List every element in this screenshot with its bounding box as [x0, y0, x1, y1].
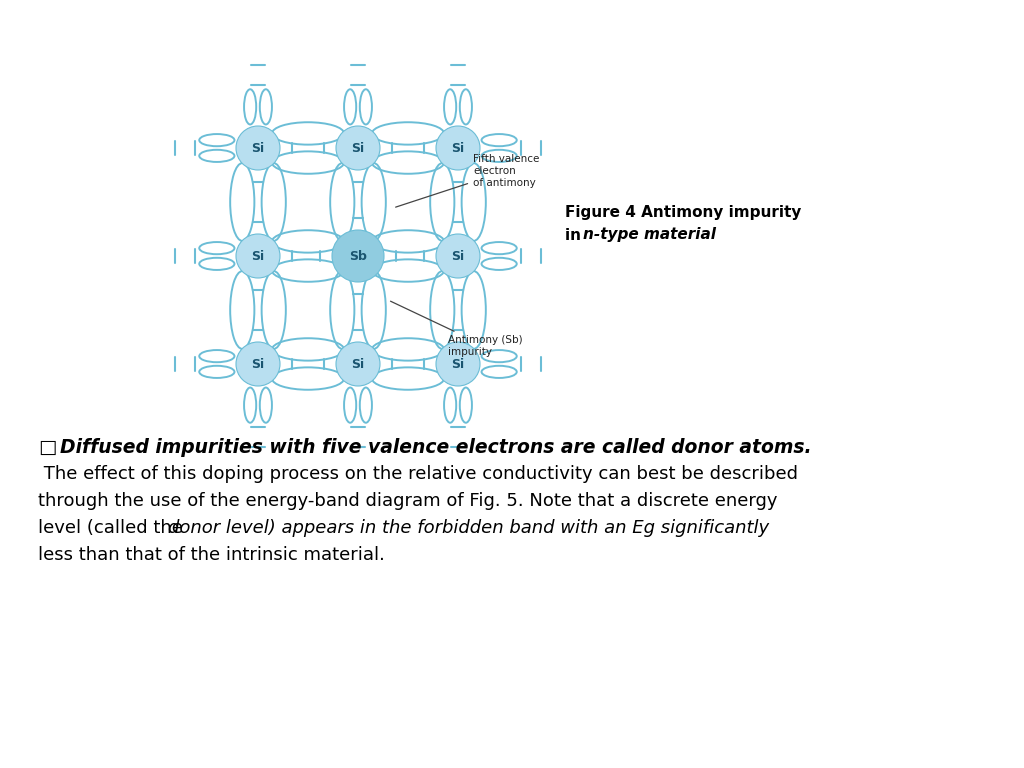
Text: Antimony (Sb)
impurity: Antimony (Sb) impurity — [390, 301, 522, 357]
Text: less than that of the intrinsic material.: less than that of the intrinsic material… — [38, 546, 385, 564]
Circle shape — [336, 126, 380, 170]
Circle shape — [436, 342, 480, 386]
Text: The effect of this doping process on the relative conductivity can best be descr: The effect of this doping process on the… — [38, 465, 798, 483]
Circle shape — [336, 342, 380, 386]
Text: Figure 4 Antimony impurity: Figure 4 Antimony impurity — [565, 206, 802, 220]
Text: Si: Si — [252, 141, 264, 154]
Text: n-type material: n-type material — [583, 227, 716, 243]
Text: Si: Si — [252, 357, 264, 370]
Text: through the use of the energy-band diagram of Fig. 5. Note that a discrete energ: through the use of the energy-band diagr… — [38, 492, 777, 510]
Circle shape — [436, 234, 480, 278]
Text: in: in — [565, 227, 587, 243]
Text: Si: Si — [351, 141, 365, 154]
Text: Si: Si — [452, 357, 465, 370]
Text: Fifth valence
electron
of antimony: Fifth valence electron of antimony — [395, 154, 540, 207]
Circle shape — [236, 342, 280, 386]
Text: Si: Si — [452, 250, 465, 263]
Text: donor level) appears in the forbidden band with an Eg significantly: donor level) appears in the forbidden ba… — [168, 519, 769, 537]
Text: Sb: Sb — [349, 250, 367, 263]
Text: □: □ — [38, 438, 56, 457]
Text: Si: Si — [351, 357, 365, 370]
Circle shape — [236, 234, 280, 278]
Text: Si: Si — [252, 250, 264, 263]
Text: level (called the: level (called the — [38, 519, 188, 537]
Text: Si: Si — [452, 141, 465, 154]
Circle shape — [236, 126, 280, 170]
Text: Diffused impurities with five valence electrons are called donor atoms.: Diffused impurities with five valence el… — [60, 438, 812, 457]
Circle shape — [332, 230, 384, 282]
Circle shape — [436, 126, 480, 170]
